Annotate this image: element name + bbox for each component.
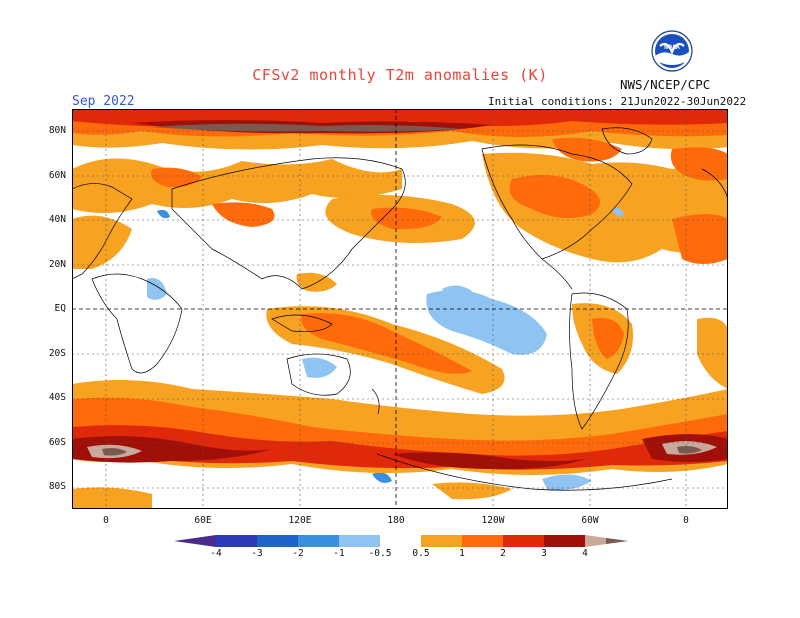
colorbar-below-4	[174, 535, 216, 547]
lat-label-80s: 80S	[48, 481, 66, 492]
colorbar-extreme-tip	[606, 538, 628, 544]
colorbar-label-4: 4	[582, 548, 588, 559]
agency-label: NWS/NCEP/CPC	[620, 77, 711, 92]
lon-label-0-east: 0	[683, 515, 689, 526]
lon-label-60e: 60E	[194, 515, 212, 526]
colorbar-1-2	[462, 535, 503, 547]
valid-month-label: Sep 2022	[72, 94, 135, 109]
colorbar-05-1	[421, 535, 462, 547]
colorbar-2-3	[503, 535, 544, 547]
lat-label-eq: EQ	[54, 303, 66, 314]
lat-label-80n: 80N	[48, 125, 66, 136]
colorbar-2-1	[298, 535, 339, 547]
lat-label-40n: 40N	[48, 214, 66, 225]
coastlines	[72, 127, 728, 491]
colorbar-label-neg4: -4	[210, 548, 222, 559]
anomaly-map	[72, 109, 728, 509]
lat-label-60s: 60S	[48, 437, 66, 448]
colorbar-3-4	[544, 535, 585, 547]
lon-label-0-west: 0	[103, 515, 109, 526]
lat-label-20n: 20N	[48, 259, 66, 270]
anomaly-fields	[72, 109, 728, 509]
lon-label-60w: 60W	[581, 515, 599, 526]
noaa-logo: NOAA	[651, 30, 693, 72]
colorbar-4-3	[216, 535, 257, 547]
map-title: CFSv2 monthly T2m anomalies (K)	[252, 66, 548, 84]
colorbar	[174, 535, 628, 547]
colorbar-label-neg05: -0.5	[368, 548, 392, 559]
lon-label-120e: 120E	[288, 515, 312, 526]
colorbar-neutral	[380, 535, 421, 547]
lat-label-20s: 20S	[48, 348, 66, 359]
lon-label-180: 180	[387, 515, 405, 526]
lat-label-60n: 60N	[48, 170, 66, 181]
colorbar-label-neg3: -3	[251, 548, 263, 559]
lat-label-40s: 40S	[48, 392, 66, 403]
colorbar-1-05	[339, 535, 380, 547]
colorbar-label-neg2: -2	[292, 548, 304, 559]
lon-label-120w: 120W	[481, 515, 505, 526]
initial-conditions-label: Initial conditions: 21Jun2022-30Jun2022	[488, 95, 747, 108]
colorbar-label-1: 1	[459, 548, 465, 559]
colorbar-label-2: 2	[500, 548, 506, 559]
colorbar-label-neg1: -1	[333, 548, 345, 559]
colorbar-3-2	[257, 535, 298, 547]
colorbar-label-3: 3	[541, 548, 547, 559]
colorbar-label-05: 0.5	[412, 548, 430, 559]
logo-text: NOAA	[664, 43, 680, 51]
